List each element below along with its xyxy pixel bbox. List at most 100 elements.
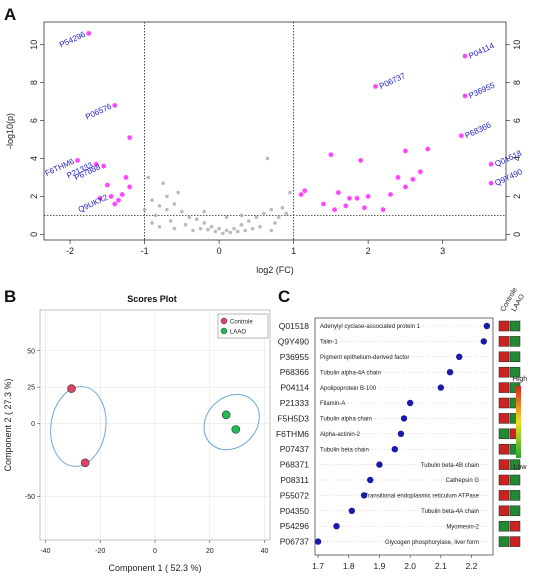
volcano-frame bbox=[43, 21, 507, 241]
scores-x-tick-label: -40 bbox=[40, 548, 50, 555]
nonsignificant-point bbox=[198, 226, 203, 231]
nonsignificant-point bbox=[232, 226, 236, 231]
scores-ylabel: Component 2 ( 27.3 %) bbox=[3, 378, 13, 471]
heat-cell-controle bbox=[498, 520, 510, 532]
nonsignificant-point bbox=[209, 224, 214, 229]
y-tick-label: 8 bbox=[29, 80, 39, 85]
significant-point bbox=[100, 163, 107, 169]
heat-cell-controle bbox=[498, 320, 510, 332]
y-tick-label: 0 bbox=[29, 232, 39, 237]
panel-letter-b: B bbox=[4, 287, 16, 306]
nonsignificant-point bbox=[254, 215, 259, 220]
row-value-dot bbox=[367, 476, 374, 484]
panel-letter-a: A bbox=[4, 5, 16, 24]
significant-point bbox=[488, 161, 494, 167]
row-value-dot bbox=[348, 507, 356, 514]
nonsignificant-point bbox=[150, 221, 154, 225]
significant-point bbox=[112, 201, 118, 207]
nonsignificant-point bbox=[191, 228, 195, 233]
row-value-dot bbox=[480, 338, 487, 345]
significant-point bbox=[302, 188, 308, 194]
scores-y-tick-label: 50 bbox=[27, 348, 35, 355]
nonsignificant-point bbox=[153, 213, 158, 218]
row-accession: Q9Y490 bbox=[278, 336, 309, 346]
scores-x-tick-label: -20 bbox=[95, 548, 105, 555]
significant-point bbox=[112, 102, 118, 109]
scores-x-tick-label: 40 bbox=[261, 548, 269, 555]
nonsignificant-point bbox=[202, 221, 207, 225]
protein-label: Q01518 bbox=[493, 148, 523, 168]
nonsignificant-point bbox=[273, 221, 277, 225]
row-value-dot bbox=[360, 492, 368, 499]
scores-plot: Scores Plot Component 1 ( 52.3 %) Compon… bbox=[3, 294, 271, 573]
heat-cell-controle bbox=[498, 366, 510, 378]
significant-point bbox=[425, 146, 431, 152]
legend-label: LAAO bbox=[230, 330, 246, 336]
nonsignificant-point bbox=[168, 219, 173, 223]
nonsignificant-point bbox=[221, 231, 225, 236]
y-tick-label: 6 bbox=[29, 118, 39, 123]
volcano-plot: log2 (FC) -log10(p) -2 -1 0 1 2 3 0 0 2 2 4 4 6 6 8 8 10… bbox=[5, 21, 524, 275]
dotplot-x-tick-label: 1.9 bbox=[374, 561, 386, 571]
significant-point bbox=[115, 197, 122, 203]
score-point-controle bbox=[67, 384, 76, 393]
row-accession: P68371 bbox=[280, 460, 310, 470]
heat-cell-controle bbox=[498, 413, 510, 424]
row-value-dot bbox=[376, 461, 383, 468]
significant-point bbox=[358, 157, 364, 164]
row-accession: P08311 bbox=[280, 475, 309, 485]
row-accession: P07437 bbox=[280, 444, 310, 454]
heat-cell-laao bbox=[509, 336, 521, 347]
volcano-xlabel: log2 (FC) bbox=[256, 265, 294, 275]
nonsignificant-point bbox=[161, 181, 166, 185]
heat-cell-controle bbox=[498, 536, 510, 547]
heat-cell-laao bbox=[509, 490, 521, 501]
panel-letter-c: C bbox=[278, 287, 290, 306]
nonsignificant-point bbox=[150, 198, 154, 202]
row-protein-name: Myomesin-2 bbox=[446, 524, 479, 530]
significant-point bbox=[343, 203, 349, 209]
row-accession: Q01518 bbox=[279, 321, 310, 331]
row-protein-name: Alpha-actinin-2 bbox=[320, 432, 361, 438]
protein-label: P04114 bbox=[467, 41, 496, 61]
row-protein-name: Tubulin beta-4A chain bbox=[421, 509, 479, 515]
row-protein-name: Filamin-A bbox=[320, 401, 345, 407]
significant-point bbox=[354, 195, 360, 201]
scores-y-tick-label: 0 bbox=[31, 421, 35, 428]
heat-cell-controle bbox=[498, 474, 510, 486]
row-value-dot bbox=[391, 446, 398, 453]
x-tick-label: 1 bbox=[291, 246, 296, 256]
significant-point bbox=[123, 174, 129, 181]
row-protein-name: Cathepsin G bbox=[446, 478, 480, 484]
nonsignificant-point bbox=[250, 226, 255, 231]
nonsignificant-point bbox=[165, 207, 169, 212]
row-protein-name: Tubulin beta-4B chain bbox=[421, 463, 479, 469]
significant-point bbox=[335, 189, 341, 196]
nonsignificant-point bbox=[157, 224, 162, 229]
significant-point bbox=[488, 180, 494, 186]
significant-point bbox=[320, 201, 327, 207]
score-point-laao bbox=[221, 410, 231, 420]
confidence-ellipse bbox=[203, 393, 260, 451]
significant-point bbox=[298, 191, 304, 198]
dotplot-x-tick-label: 1.8 bbox=[343, 561, 355, 571]
significant-point bbox=[108, 193, 114, 200]
nonsignificant-point bbox=[142, 207, 147, 212]
row-protein-name: Tubulin alpha chain bbox=[320, 417, 372, 423]
significant-point bbox=[97, 195, 103, 201]
heat-cell-laao bbox=[509, 351, 521, 363]
nonsignificant-point bbox=[172, 226, 177, 231]
scores-x-tick-label: 0 bbox=[153, 548, 157, 555]
significant-point bbox=[127, 184, 133, 190]
nonsignificant-point bbox=[183, 223, 188, 227]
scores-y-tick-label: 25 bbox=[27, 385, 35, 392]
row-value-dot bbox=[437, 384, 445, 391]
nonsignificant-point bbox=[172, 202, 177, 206]
nonsignificant-point bbox=[228, 230, 233, 235]
row-accession: P36955 bbox=[280, 352, 310, 362]
nonsignificant-point bbox=[157, 204, 162, 208]
nonsignificant-point bbox=[146, 175, 151, 180]
significant-point bbox=[462, 93, 468, 99]
nonsignificant-point bbox=[269, 207, 274, 212]
